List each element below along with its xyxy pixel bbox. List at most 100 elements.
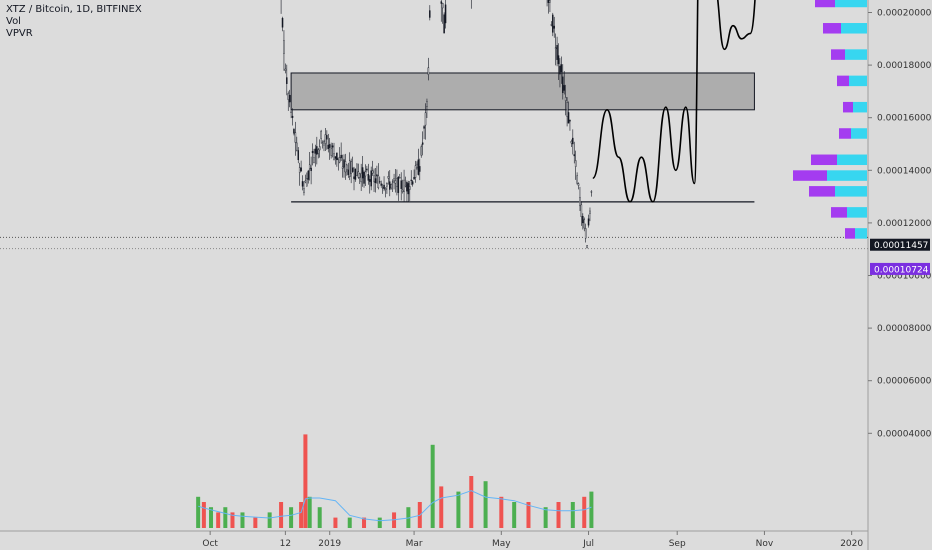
- candle-body: [336, 152, 338, 161]
- vpvr-row-up: [835, 0, 867, 8]
- x-tick-label: Oct: [202, 539, 218, 549]
- vpvr-row-down: [839, 128, 851, 139]
- candle-body: [580, 204, 583, 218]
- candle-body: [294, 132, 297, 143]
- candle-body: [387, 176, 390, 179]
- x-tick-label: Jul: [582, 539, 594, 549]
- candle-body: [326, 135, 328, 140]
- volume-bar: [209, 507, 214, 528]
- candle-body: [369, 179, 371, 182]
- volume-bar: [347, 517, 352, 528]
- candle-body: [567, 112, 570, 124]
- candle-body: [427, 67, 430, 75]
- candle-body: [284, 68, 287, 71]
- candle-body: [380, 183, 382, 186]
- candle-body: [379, 181, 381, 183]
- candle-body: [590, 191, 593, 193]
- candle-body: [390, 184, 392, 189]
- candle-body: [376, 174, 378, 177]
- candle-body: [310, 167, 312, 172]
- candle-body: [411, 181, 414, 185]
- candle-body: [569, 119, 571, 122]
- candle-body: [343, 159, 345, 168]
- candle-body: [584, 228, 587, 239]
- vpvr-row-down: [837, 75, 849, 87]
- candle-body: [347, 169, 350, 175]
- candle-body: [547, 0, 550, 3]
- candle-body: [403, 179, 405, 192]
- candle-body: [298, 167, 301, 173]
- vpvr-row-up: [851, 128, 867, 139]
- volume-bar: [223, 507, 228, 528]
- candle-body: [317, 149, 320, 154]
- candle-body: [560, 64, 563, 73]
- volume-bar: [267, 512, 272, 528]
- candle-body: [572, 137, 574, 145]
- vpvr-row-down: [831, 49, 845, 60]
- candle-body: [579, 197, 581, 207]
- candle-body: [550, 24, 553, 26]
- candle-body: [323, 141, 325, 146]
- candle-body: [377, 175, 380, 189]
- volume-bar: [299, 502, 304, 528]
- candle-body: [407, 183, 410, 195]
- volume-bar: [317, 507, 322, 528]
- candle-body: [429, 10, 431, 18]
- volume-bar: [589, 491, 594, 528]
- candle-body: [356, 163, 358, 176]
- volume-bar: [456, 491, 461, 528]
- candle-body: [357, 171, 360, 178]
- candle-body: [564, 96, 567, 102]
- candle-body: [559, 65, 561, 75]
- candle-body: [306, 178, 308, 187]
- volume-bar: [303, 434, 308, 528]
- volume-bar: [512, 502, 517, 528]
- volume-bar: [377, 517, 382, 528]
- volume-bar: [430, 444, 435, 528]
- candle-body: [404, 184, 407, 187]
- vpvr-indicator-label[interactable]: VPVR: [6, 28, 33, 39]
- volume-bar: [362, 517, 367, 528]
- candle-body: [383, 184, 385, 189]
- vpvr-row-up: [835, 186, 867, 197]
- candle-body: [330, 148, 332, 156]
- volume-bar: [570, 502, 575, 528]
- candle-body: [426, 101, 428, 107]
- candle-body: [413, 177, 415, 180]
- symbol-title[interactable]: XTZ / Bitcoin, 1D, BITFINEX: [6, 4, 142, 15]
- candle-body: [287, 93, 289, 100]
- candle-body: [314, 148, 317, 154]
- candle-body: [367, 174, 370, 181]
- candle-body: [421, 142, 424, 145]
- volume-bar: [499, 496, 504, 528]
- candle-body: [307, 170, 310, 180]
- y-tick-label: 0.00018000: [877, 61, 932, 71]
- current-price-tag-bg: [870, 262, 930, 275]
- candle-body: [363, 172, 365, 184]
- candle-body: [313, 157, 315, 163]
- candle-body: [549, 0, 551, 3]
- projection-path: [592, 0, 756, 203]
- candle-body: [288, 94, 291, 103]
- y-tick-label: 0.00008000: [877, 324, 932, 334]
- vpvr-row-down: [823, 23, 841, 34]
- candle-body: [401, 189, 404, 192]
- vpvr-row-up: [845, 49, 867, 60]
- candle-body: [410, 179, 412, 181]
- volume-bar: [279, 502, 284, 528]
- volume-bar: [201, 502, 206, 528]
- volume-bar: [333, 517, 338, 528]
- candle-body: [394, 180, 397, 184]
- candle-body: [290, 111, 292, 113]
- x-tick-label: Mar: [406, 539, 423, 549]
- candle-body: [341, 166, 344, 169]
- vpvr-row-down: [843, 101, 853, 113]
- candle-body: [361, 167, 364, 179]
- vpvr-row-up: [847, 207, 867, 218]
- candle-body: [291, 115, 294, 118]
- y-tick-label: 0.00020000: [877, 9, 932, 19]
- volume-indicator-label[interactable]: Vol: [6, 16, 21, 27]
- volume-bar: [216, 512, 221, 528]
- volume-bar: [483, 481, 488, 528]
